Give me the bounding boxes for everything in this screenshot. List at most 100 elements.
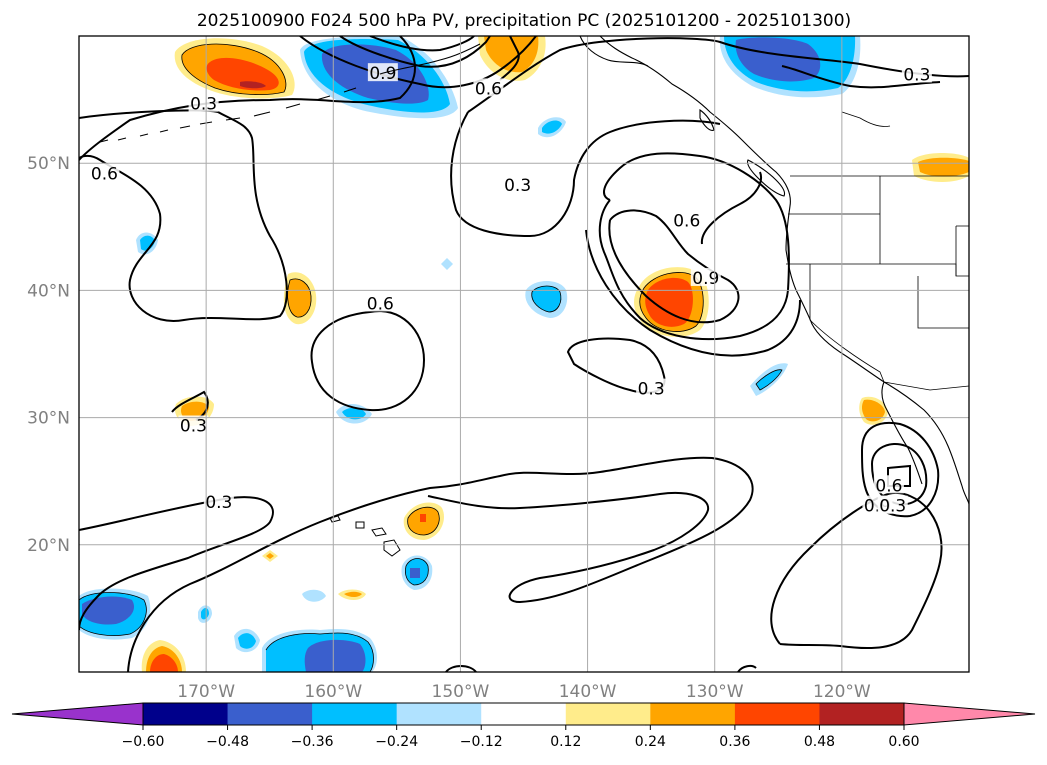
precip-outline	[755, 369, 783, 391]
pv-contour-label: 0.3	[190, 95, 217, 115]
us-mexico-border	[883, 381, 969, 391]
precip-negative-mid-pacific	[531, 286, 561, 312]
colorbar-tick-label: 0.48	[804, 734, 835, 750]
island	[355, 521, 365, 529]
colorbar: −0.60 −0.48 −0.36 −0.24 −0.12 0.12 0.24 0.36 0.4…	[11, 702, 1036, 750]
coastline-gulf-alaska	[579, 36, 649, 67]
pv-contour-label: 0.3	[638, 380, 665, 400]
map-layer: 0.30.60.60.30.60.90.60.30.30.3 0.90.30.60…	[79, 36, 969, 672]
vancouver-island	[746, 159, 786, 197]
state-border	[917, 276, 969, 329]
colorbar-segment	[734, 703, 820, 725]
political-borders	[786, 111, 969, 391]
chart-title: 2025100900 F024 500 hPa PV, precipitatio…	[197, 11, 851, 31]
precip-negative-sw	[82, 596, 135, 625]
precip-positive-central	[287, 278, 312, 318]
pv-contour	[700, 171, 762, 245]
pv-label-halo	[901, 64, 932, 83]
precip-negative-south	[304, 639, 366, 672]
state-border	[809, 264, 885, 383]
precip-positive-bering	[240, 81, 266, 89]
pv-contour	[79, 36, 416, 161]
lon-tick-label: 150°W	[432, 682, 490, 702]
pv-label-halo	[877, 495, 908, 514]
pv-contour	[499, 36, 520, 81]
precip-positive-canada	[918, 157, 969, 177]
colorbar-segment	[650, 703, 736, 725]
pv-contour	[770, 492, 943, 650]
pv-label-halo	[365, 293, 396, 312]
precip-negative-small	[342, 407, 366, 420]
lon-tick-label: 160°W	[304, 682, 362, 702]
precip-outline	[405, 558, 429, 586]
island	[383, 539, 401, 557]
pv-label-halo	[203, 491, 234, 510]
pv-label-halo	[188, 93, 219, 112]
pv-contour-labels: 0.30.60.60.30.60.90.60.30.30.3 0.90.30.60…	[89, 63, 932, 517]
colorbar-segment	[565, 703, 651, 725]
colorbar-tick-label: −0.36	[291, 734, 334, 750]
precip-negative-small	[201, 608, 209, 620]
pv-contour-label: 0.6	[673, 212, 700, 232]
colorbar-segment	[819, 703, 905, 725]
colorbar-extend-max	[903, 702, 1036, 726]
pv-label-halo	[873, 475, 904, 494]
state-border	[841, 111, 891, 127]
pv-label-halo	[502, 175, 533, 194]
pv-label-halo	[89, 163, 120, 182]
pv-label-halo	[671, 210, 702, 229]
precip-negative-small	[238, 633, 256, 649]
precip-negative-small	[542, 120, 562, 134]
coastline-alaska-peninsula	[379, 43, 481, 75]
pv-label-halo	[367, 63, 398, 82]
pv-contour	[467, 37, 969, 113]
pv-contour	[339, 36, 491, 68]
pv-contour	[781, 65, 941, 89]
precip-positive-small	[266, 553, 274, 559]
coastlines	[99, 36, 969, 505]
colorbar-tick-label: 0.36	[719, 734, 750, 750]
colorbar-segment	[143, 703, 229, 725]
lon-tick-label: 120°W	[813, 682, 871, 702]
pv-label-halo	[636, 378, 667, 397]
longitude-tick-labels: 170°W 160°W 150°W 140°W 130°W 120°W	[177, 682, 871, 702]
precip-positive-bering	[206, 57, 279, 91]
colorbar-tick-label: 0.60	[888, 734, 919, 750]
pv-contour	[445, 665, 477, 672]
pv-contour	[608, 209, 740, 324]
pv-contour-label: 0.3	[903, 65, 930, 85]
lat-tick-label: 40°N	[27, 281, 70, 301]
pv-contour	[171, 390, 209, 421]
precip-positive-hawaii	[420, 514, 426, 522]
pv-contour-label: 0.6	[875, 476, 902, 496]
coastline-north-america	[599, 36, 969, 505]
pv-label-halo	[473, 78, 504, 97]
pv-contour	[450, 111, 721, 238]
colorbar-extend-min	[11, 702, 144, 726]
lat-tick-label: 20°N	[27, 536, 70, 556]
pv-contour	[79, 496, 274, 631]
precip-outline	[407, 506, 440, 536]
pv-contours	[79, 36, 969, 672]
pv-contour	[369, 36, 475, 52]
map-background	[79, 36, 969, 672]
pv-label-halo	[178, 415, 209, 434]
pv-label-halo	[690, 267, 721, 286]
colorbar-segment	[481, 703, 567, 725]
colorbar-tick-label: −0.60	[122, 734, 165, 750]
latitude-tick-labels: 20°N 30°N 40°N 50°N	[27, 154, 70, 556]
precip-negative-small	[302, 589, 326, 602]
precip-negative-hawaii-east	[410, 568, 420, 578]
precip-positive-sw-corner	[150, 654, 178, 672]
precip-outline	[265, 632, 374, 672]
pv-contour	[127, 456, 754, 672]
pv-contour	[860, 421, 940, 518]
island	[329, 515, 341, 523]
colorbar-tick-label: 0.12	[550, 734, 581, 750]
precip-outline	[531, 285, 562, 313]
pv-contour	[79, 109, 288, 322]
pv-contour-label: 0.3	[205, 493, 232, 513]
colorbar-segment	[396, 703, 482, 725]
precip-negative-small	[441, 258, 453, 270]
precip-outline	[639, 272, 704, 332]
